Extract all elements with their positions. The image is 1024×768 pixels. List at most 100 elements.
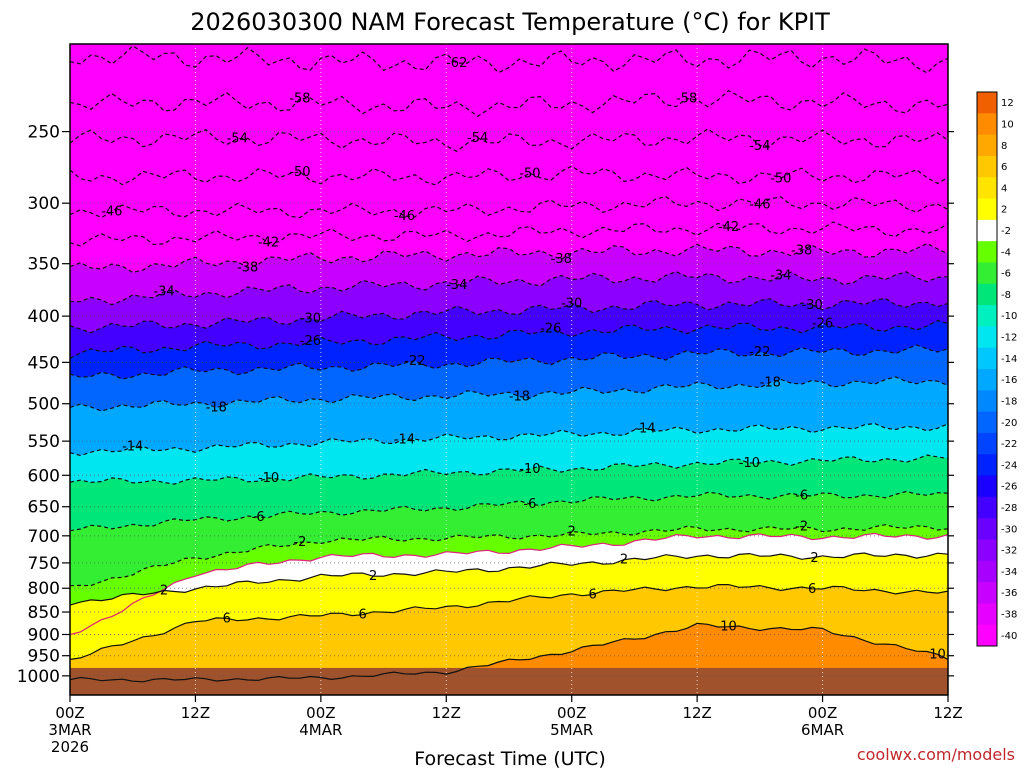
colorbar-tick-label: -30 bbox=[1001, 524, 1017, 535]
isotherm-line bbox=[70, 552, 948, 606]
isotherm-label: -42 bbox=[258, 236, 279, 251]
isotherm-label: -10 bbox=[519, 462, 540, 477]
isotherm-label: 6 bbox=[588, 588, 596, 603]
isotherm-label: -50 bbox=[519, 166, 540, 181]
colorbar-tick-label: -8 bbox=[1001, 290, 1011, 301]
colorbar: 12 10 8 6 4 2 -2 -4 -6 -8 -10 -12 -14 -16 -18 -20 -22 -24… bbox=[976, 91, 1017, 647]
x-tick-label: 2026 bbox=[51, 738, 89, 756]
isotherm-label: -62 bbox=[446, 56, 467, 71]
x-tick-label: 00Z bbox=[557, 704, 586, 722]
x-tick-label: 4MAR bbox=[299, 721, 342, 739]
colorbar-swatch bbox=[977, 475, 997, 498]
colorbar-tick-label: -26 bbox=[1001, 482, 1017, 493]
isotherm-label: -10 bbox=[739, 456, 760, 471]
colorbar-swatch bbox=[977, 134, 997, 157]
isotherm-label: -18 bbox=[206, 401, 227, 416]
x-tick-label: 12Z bbox=[181, 704, 210, 722]
isotherm-label: -50 bbox=[770, 171, 791, 186]
colorbar-swatch bbox=[977, 390, 997, 413]
isotherm-label: -46 bbox=[749, 198, 770, 213]
isotherms: -62-58 -58-54 -54-54-50 -50 -50-46 -46-46-42-… bbox=[70, 45, 948, 683]
colorbar-swatch bbox=[977, 496, 997, 519]
colorbar-swatch bbox=[977, 582, 997, 604]
isotherm-line bbox=[70, 297, 948, 334]
y-tick-label: 450 bbox=[28, 353, 60, 373]
isotherm-line bbox=[70, 524, 948, 587]
colorbar-swatch bbox=[977, 454, 997, 477]
colorbar-swatch bbox=[977, 347, 997, 370]
x-tick-label: 00Z bbox=[306, 704, 335, 722]
isotherm-label: -26 bbox=[300, 334, 321, 349]
x-tick-label: 3MAR bbox=[48, 721, 91, 739]
colorbar-tick-label: -16 bbox=[1001, 375, 1017, 386]
colorbar-swatch bbox=[977, 603, 997, 626]
isotherm-line bbox=[70, 319, 948, 359]
isotherm-line bbox=[70, 622, 948, 683]
y-tick-label: 950 bbox=[28, 647, 60, 667]
colorbar-swatch bbox=[977, 326, 997, 349]
isotherm-line bbox=[70, 45, 948, 74]
isotherm-label: 2 bbox=[568, 525, 576, 540]
colorbar-swatch bbox=[977, 432, 997, 455]
colorbar-tick-label: -10 bbox=[1001, 311, 1017, 322]
isotherm-line bbox=[70, 584, 948, 660]
y-tick-label: 900 bbox=[28, 625, 60, 645]
colorbar-tick-label: -38 bbox=[1001, 610, 1017, 621]
x-axis-label: Forecast Time (UTC) bbox=[414, 748, 605, 768]
isotherm-label: -54 bbox=[227, 132, 248, 147]
isotherm-label: -18 bbox=[509, 390, 530, 405]
colorbar-tick-label: -12 bbox=[1001, 333, 1017, 344]
isotherm-label: -22 bbox=[404, 354, 425, 369]
colorbar-tick-label: -6 bbox=[1001, 269, 1011, 280]
isotherm-label: -26 bbox=[812, 316, 833, 331]
colorbar-swatch bbox=[977, 241, 997, 263]
colorbar-tick-label: -40 bbox=[1001, 631, 1017, 642]
colorbar-tick-label: 6 bbox=[1001, 162, 1007, 173]
x-tick-label: 12Z bbox=[933, 704, 962, 722]
colorbar-tick-label: -32 bbox=[1001, 546, 1017, 557]
colorbar-swatch bbox=[977, 219, 997, 242]
colorbar-swatch bbox=[977, 305, 997, 327]
colorbar-tick-label: -18 bbox=[1001, 396, 1017, 407]
isotherm-label: -34 bbox=[446, 278, 467, 293]
colorbar-swatch bbox=[977, 369, 997, 391]
y-tick-label: 350 bbox=[28, 255, 60, 275]
isotherm-label: -30 bbox=[561, 296, 582, 311]
isotherm-line bbox=[70, 89, 948, 118]
isotherm-label: -2 bbox=[806, 551, 819, 566]
colorbar-swatch bbox=[977, 262, 997, 285]
colorbar-frame bbox=[976, 91, 998, 647]
plot-frame bbox=[69, 43, 949, 696]
y-tick-label: 600 bbox=[28, 466, 60, 486]
isotherm-label: 6 bbox=[808, 582, 816, 597]
isotherm-line bbox=[70, 221, 948, 247]
isotherm-line bbox=[70, 128, 948, 153]
isotherm-label: -58 bbox=[676, 92, 697, 107]
isotherm-line bbox=[70, 490, 948, 532]
plot-area: -62-58 -58-54 -54-54-50 -50 -50-46 -46-46-42-… bbox=[17, 43, 963, 756]
y-tick-label: 800 bbox=[28, 579, 60, 599]
ground-surface bbox=[70, 667, 948, 695]
isotherm-label: -14 bbox=[634, 421, 655, 436]
isotherm-label: -10 bbox=[258, 471, 279, 486]
colorbar-swatch bbox=[977, 539, 997, 562]
isotherm-label: -30 bbox=[300, 312, 321, 327]
colorbar-swatch bbox=[977, 113, 997, 136]
isotherm-line bbox=[70, 270, 948, 306]
y-tick-label: 1000 bbox=[17, 667, 60, 687]
isotherm-label: -46 bbox=[101, 205, 122, 220]
y-tick-label: 500 bbox=[28, 395, 60, 415]
colorbar-tick-label: 8 bbox=[1001, 141, 1007, 152]
x-tick-label: 12Z bbox=[432, 704, 461, 722]
y-tick-label: 400 bbox=[28, 307, 60, 327]
y-tick-label: 550 bbox=[28, 432, 60, 452]
isotherm-label: -22 bbox=[749, 345, 770, 360]
colorbar-tick-label: -2 bbox=[1001, 226, 1011, 237]
colorbar-tick-label: -28 bbox=[1001, 503, 1017, 514]
colorbar-tick-label: -34 bbox=[1001, 567, 1017, 578]
isotherm-label: -38 bbox=[551, 252, 572, 267]
colorbar-tick-label: -24 bbox=[1001, 460, 1017, 471]
y-tick-label: 750 bbox=[28, 554, 60, 574]
isotherm-line bbox=[70, 376, 948, 412]
